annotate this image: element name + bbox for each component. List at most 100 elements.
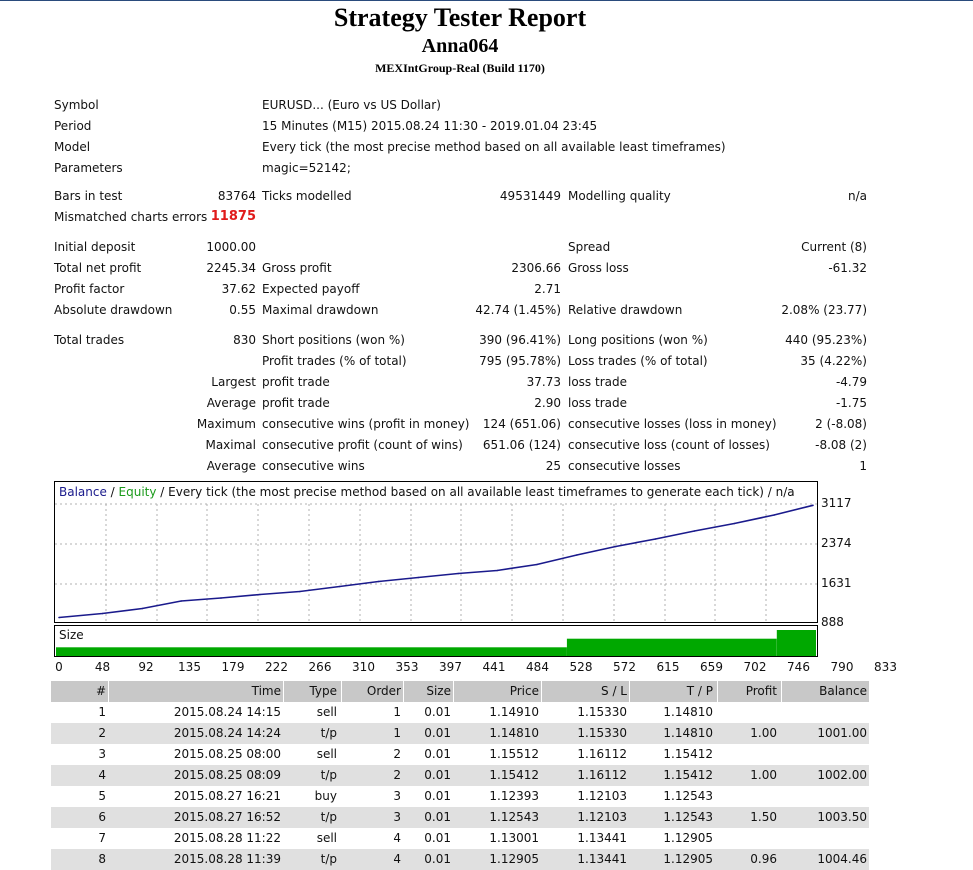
- cell-tp: 1.12905: [663, 852, 713, 866]
- x-tick-label: 615: [656, 660, 680, 674]
- cell-price: 1.12543: [489, 810, 539, 824]
- profit-trades-value: 795 (95.78%): [479, 354, 561, 368]
- size-label: Size: [59, 628, 84, 642]
- cell-number: 3: [98, 747, 106, 761]
- x-tick-label: 310: [352, 660, 375, 674]
- cell-balance: [781, 744, 867, 765]
- cell-price: 1.14910: [489, 705, 539, 719]
- cell-balance: [781, 702, 867, 723]
- abs-drawdown-value: 0.55: [229, 303, 256, 317]
- cell-profit: [717, 744, 777, 765]
- max-cons-losses-label: consecutive losses (loss in money): [568, 417, 777, 431]
- balance-point: [417, 576, 420, 579]
- cell-tp: 1.15412: [663, 747, 713, 761]
- quality-value: n/a: [847, 189, 867, 203]
- max-cons-wins-label: consecutive wins (profit in money): [262, 417, 470, 431]
- cell-size: 0.01: [424, 852, 451, 866]
- mismatch-value: 11875: [210, 209, 256, 224]
- maximum-label: Maximum: [196, 417, 256, 431]
- column-header: Order: [366, 684, 401, 698]
- cell-tp: 1.12905: [663, 831, 713, 845]
- balance-point: [259, 593, 261, 596]
- column-header: Time: [251, 684, 281, 698]
- cell-type: t/p: [320, 852, 337, 866]
- column-header: S / L: [601, 684, 627, 698]
- expected-payoff-label: Expected payoff: [262, 282, 360, 296]
- cell-type: sell: [316, 705, 337, 719]
- x-tick-label: 702: [743, 660, 767, 674]
- column-divider: [717, 681, 718, 702]
- model-label: Model: [54, 140, 91, 154]
- total-trades-value: 830: [233, 333, 256, 347]
- cell-balance: 1002.00: [817, 768, 867, 782]
- cell-order: 2: [393, 768, 401, 782]
- average-loss-value: -1.75: [835, 396, 867, 410]
- cell-balance: 1004.46: [817, 852, 867, 866]
- cell-price: 1.12393: [489, 789, 539, 803]
- column-header: Profit: [745, 684, 777, 698]
- cell-balance: [781, 828, 867, 849]
- cell-order: 3: [393, 789, 401, 803]
- column-divider: [453, 681, 454, 702]
- x-tick-label: 222: [265, 660, 288, 674]
- x-tick-label: 135: [178, 660, 201, 674]
- x-tick-label: 572: [613, 660, 636, 674]
- bars-value: 83764: [217, 189, 256, 203]
- cell-time: 2015.08.28 11:22: [173, 831, 281, 845]
- y-tick-label: 1631: [821, 576, 852, 590]
- loss-trades-label: Loss trades (% of total): [568, 354, 708, 368]
- column-header: Type: [309, 684, 337, 698]
- short-positions-value: 390 (96.41%): [479, 333, 561, 347]
- cell-number: 7: [98, 831, 106, 845]
- x-tick-label: 746: [787, 660, 810, 674]
- balance-point: [299, 590, 301, 593]
- cell-type: sell: [316, 747, 337, 761]
- balance-point: [180, 600, 182, 602]
- cell-size: 0.01: [424, 705, 451, 719]
- balance-point: [338, 585, 341, 588]
- avg-cons-losses-label: consecutive losses: [568, 459, 681, 473]
- size-chart-svg: [56, 630, 816, 656]
- x-tick-label: 833: [874, 660, 897, 674]
- spread-value: Current (8): [801, 240, 867, 254]
- quality-label: Modelling quality: [568, 189, 671, 203]
- x-tick-label: 528: [569, 660, 593, 674]
- cell-type: t/p: [320, 726, 337, 740]
- cell-number: 6: [98, 810, 106, 824]
- average-profit-label: profit trade: [262, 396, 330, 410]
- cell-price: 1.12905: [489, 852, 539, 866]
- balance-point: [101, 612, 104, 615]
- profit-trades-label: Profit trades (% of total): [262, 354, 407, 368]
- balance-point: [654, 538, 657, 540]
- cell-size: 0.01: [424, 831, 451, 845]
- cell-size: 0.01: [424, 726, 451, 740]
- cell-time: 2015.08.28 11:39: [173, 852, 281, 866]
- period-value: 15 Minutes (M15) 2015.08.24 11:30 - 2019…: [262, 119, 598, 133]
- cell-tp: 1.15412: [663, 768, 713, 782]
- rel-drawdown-value: 2.08% (23.77): [781, 303, 867, 317]
- short-positions-label: Short positions (won %): [262, 333, 405, 347]
- x-tick-label: 92: [138, 660, 154, 674]
- legend-balance: Balance: [59, 485, 107, 499]
- balance-point: [220, 597, 222, 599]
- largest-label: Largest: [211, 375, 256, 389]
- cell-order: 4: [393, 852, 401, 866]
- x-tick-label: 266: [308, 660, 332, 674]
- cell-number: 4: [98, 768, 106, 782]
- column-divider: [629, 681, 630, 702]
- cell-type: buy: [314, 789, 337, 803]
- max-drawdown-label: Maximal drawdown: [262, 303, 379, 317]
- cell-number: 8: [98, 852, 106, 866]
- cell-type: t/p: [320, 810, 337, 824]
- table-row: 2 2015.08.24 14:24 t/p 1 0.01 1.14810 1.15330 1…: [51, 723, 869, 744]
- size-bar: [56, 647, 567, 656]
- cell-number: 2: [98, 726, 106, 740]
- cell-order: 1: [393, 726, 401, 740]
- cell-time: 2015.08.24 14:15: [173, 705, 281, 719]
- balance-point: [733, 522, 736, 525]
- largest-loss-label: loss trade: [568, 375, 627, 389]
- net-profit-label: Total net profit: [54, 261, 142, 275]
- cell-type: sell: [316, 831, 337, 845]
- avg-cons-wins-value: 25: [545, 459, 561, 473]
- largest-profit-label: profit trade: [262, 375, 330, 389]
